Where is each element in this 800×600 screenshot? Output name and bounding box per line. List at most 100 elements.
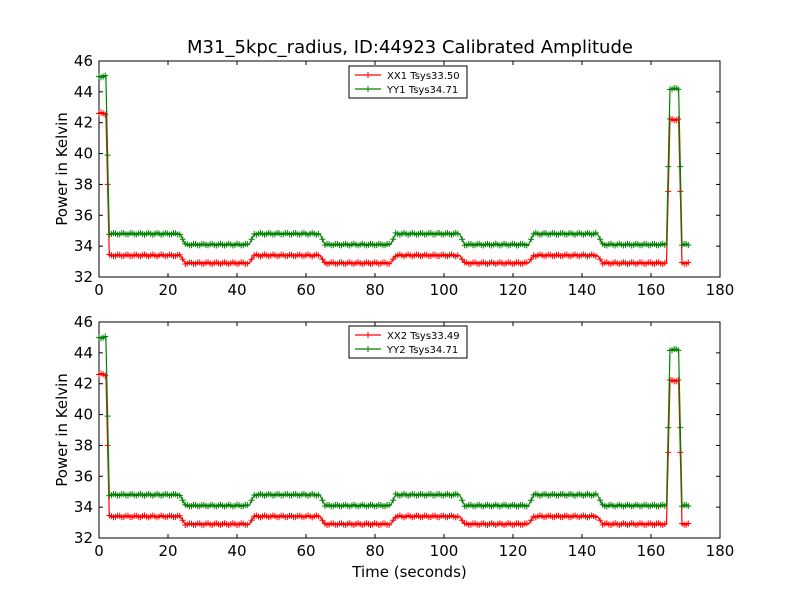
data-point: [244, 521, 251, 528]
series-yy: [96, 333, 692, 510]
data-point: [661, 520, 668, 527]
data-point: [528, 517, 535, 524]
data-point: [454, 491, 461, 498]
data-point: [315, 230, 322, 237]
data-point: [675, 347, 682, 354]
y-tick-label: 40: [74, 406, 93, 424]
x-tick-label: 0: [94, 281, 104, 299]
data-point: [454, 513, 461, 520]
x-axis-label: Time (seconds): [351, 563, 467, 581]
data-point: [454, 252, 461, 259]
y-tick-label: 36: [74, 206, 93, 224]
y-tick-label: 46: [74, 52, 93, 70]
data-point: [523, 503, 530, 510]
data-point: [685, 503, 692, 510]
data-point: [523, 242, 530, 249]
data-point: [244, 241, 251, 248]
legend-swatch-marker: [365, 72, 371, 78]
data-point: [528, 256, 535, 263]
data-point: [675, 377, 682, 384]
data-point: [459, 517, 466, 524]
data-point: [386, 521, 393, 528]
data-point: [459, 256, 466, 263]
data-point: [685, 242, 692, 249]
data-point: [315, 252, 322, 259]
x-tick-label: 120: [499, 542, 528, 560]
bottom-panel: 0 20 40 60 80 100 120 140 160 180 32 34 36 38 40 42 44 46…: [53, 313, 734, 581]
data-point: [597, 256, 604, 263]
data-point: [319, 236, 326, 243]
data-point: [248, 256, 255, 263]
data-point: [102, 72, 109, 79]
data-point: [661, 502, 668, 509]
data-point: [104, 152, 111, 159]
x-tick-label: 40: [227, 542, 246, 560]
data-point: [661, 259, 668, 266]
x-tick-label: 20: [158, 281, 177, 299]
data-point: [597, 517, 604, 524]
x-tick-label: 80: [365, 542, 384, 560]
data-point: [454, 230, 461, 237]
legend-label: YY1 Tsys34.71: [386, 85, 458, 96]
data-point: [675, 116, 682, 123]
y-tick-label: 44: [74, 83, 93, 101]
legend-swatch-marker: [365, 332, 371, 338]
y-tick-label: 38: [74, 175, 93, 193]
x-tick-label: 40: [227, 281, 246, 299]
x-tick-label: 60: [296, 281, 315, 299]
data-point: [248, 497, 255, 504]
y-tick-label: 44: [74, 344, 93, 362]
data-point: [179, 256, 186, 263]
legend-label: XX2 Tsys33.49: [387, 331, 460, 342]
y-tick-label: 34: [74, 237, 93, 255]
x-tick-label: 140: [568, 542, 597, 560]
data-point: [592, 514, 599, 521]
data-point: [390, 517, 397, 524]
y-tick-label: 32: [74, 529, 93, 547]
y-axis-label: Power in Kelvin: [53, 112, 71, 226]
y-tick-label: 42: [74, 375, 93, 393]
x-tick-label: 120: [499, 281, 528, 299]
legend-label: YY2 Tsys34.71: [386, 345, 458, 356]
data-point: [390, 256, 397, 263]
data-point: [597, 497, 604, 504]
data-point: [685, 259, 692, 266]
x-tick-label: 160: [637, 542, 666, 560]
x-tick-label: 20: [158, 542, 177, 560]
data-point: [665, 163, 672, 170]
y-tick-label: 38: [74, 436, 93, 454]
data-point: [248, 517, 255, 524]
y-tick-label: 46: [74, 313, 93, 331]
data-point: [459, 236, 466, 243]
data-point: [386, 501, 393, 508]
data-point: [244, 502, 251, 509]
data-point: [390, 497, 397, 504]
data-point: [179, 517, 186, 524]
data-point: [523, 259, 530, 266]
data-point: [176, 231, 183, 238]
x-tick-label: 60: [296, 542, 315, 560]
data-point: [661, 241, 668, 248]
top-panel: 0 20 40 60 80 100 120 140 160 180 32 34 36 38 40 42 44 46…: [53, 52, 734, 299]
data-point: [528, 236, 535, 243]
y-tick-label: 40: [74, 145, 93, 163]
x-tick-label: 80: [365, 281, 384, 299]
legend-label: XX1 Tsys33.50: [387, 71, 460, 82]
x-tick-label: 160: [637, 281, 666, 299]
x-tick-label: 100: [430, 281, 459, 299]
y-tick-label: 32: [74, 268, 93, 286]
data-point: [315, 513, 322, 520]
data-point: [528, 497, 535, 504]
data-point: [244, 260, 251, 267]
data-point: [592, 229, 599, 236]
data-point: [176, 492, 183, 499]
data-point: [675, 86, 682, 93]
legend: XX1 Tsys33.50 YY1 Tsys34.71: [348, 65, 468, 99]
data-point: [179, 236, 186, 243]
data-point: [315, 491, 322, 498]
data-point: [665, 424, 672, 431]
legend-box: [348, 325, 468, 359]
data-point: [319, 256, 326, 263]
data-point: [248, 236, 255, 243]
y-tick-label: 42: [74, 114, 93, 132]
